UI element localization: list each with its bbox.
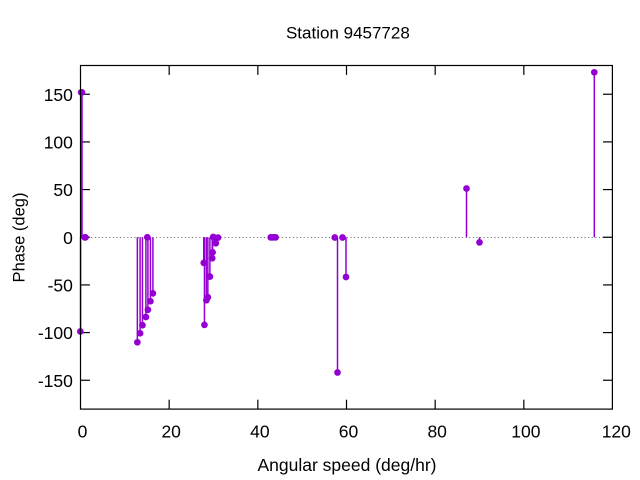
svg-text:-150: -150	[38, 371, 73, 391]
svg-text:120: 120	[602, 422, 631, 442]
svg-text:100: 100	[44, 132, 73, 152]
svg-text:-100: -100	[38, 323, 73, 343]
svg-text:Phase (deg): Phase (deg)	[10, 193, 28, 283]
svg-text:80: 80	[427, 422, 447, 442]
svg-text:0: 0	[63, 228, 73, 248]
svg-text:Station 9457728: Station 9457728	[286, 24, 410, 43]
svg-text:50: 50	[53, 180, 73, 200]
svg-text:Angular speed (deg/hr): Angular speed (deg/hr)	[258, 455, 437, 475]
svg-text:-50: -50	[48, 275, 74, 295]
svg-text:100: 100	[511, 422, 540, 442]
svg-text:0: 0	[78, 422, 88, 442]
svg-text:150: 150	[44, 85, 73, 105]
svg-text:20: 20	[161, 422, 181, 442]
svg-text:60: 60	[339, 422, 359, 442]
svg-text:40: 40	[250, 422, 270, 442]
